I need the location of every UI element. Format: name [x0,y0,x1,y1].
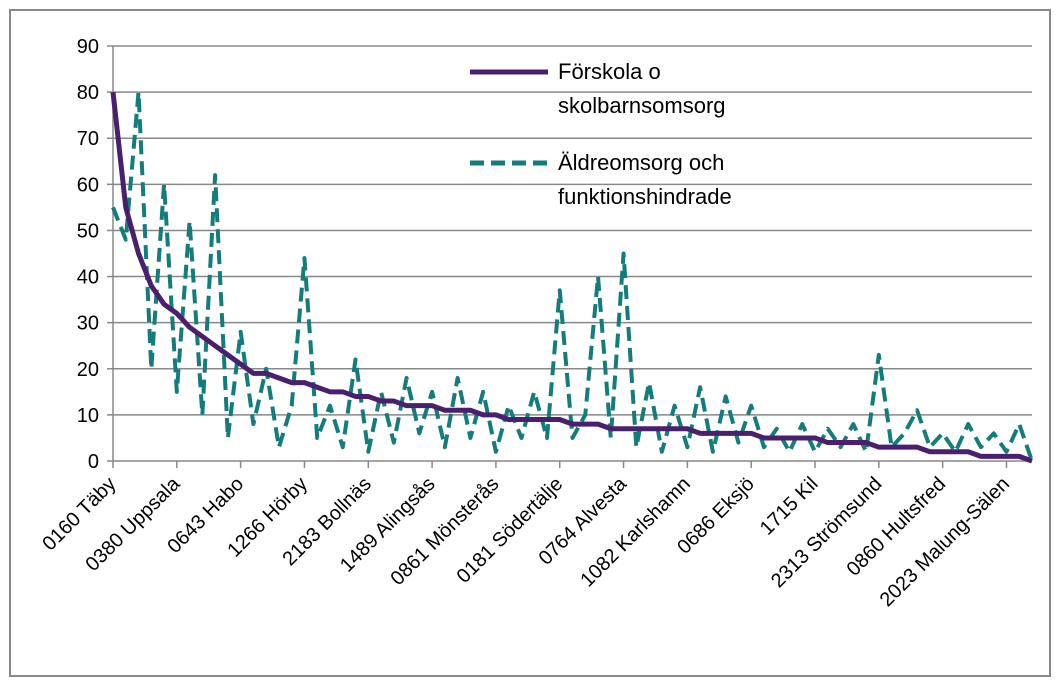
legend-label: Äldreomsorg och funktionshindrade [558,150,732,209]
series-line [110,91,1033,464]
y-tick-label: 40 [77,267,99,289]
y-tick-label: 30 [77,313,99,335]
y-tick-label: 60 [77,174,99,196]
frame [9,9,1051,677]
y-tick-label: 20 [77,359,99,381]
y-tick-label: 10 [77,405,99,427]
series-line [111,90,1034,462]
legend-label: Förskola o skolbarnsomsorg [558,59,726,118]
y-tick-label: 90 [77,36,99,58]
y-tick-label: 80 [77,82,99,104]
y-tick-label: 70 [77,128,99,150]
y-tick-label: 0 [88,451,99,473]
y-tick-label: 50 [77,220,99,242]
